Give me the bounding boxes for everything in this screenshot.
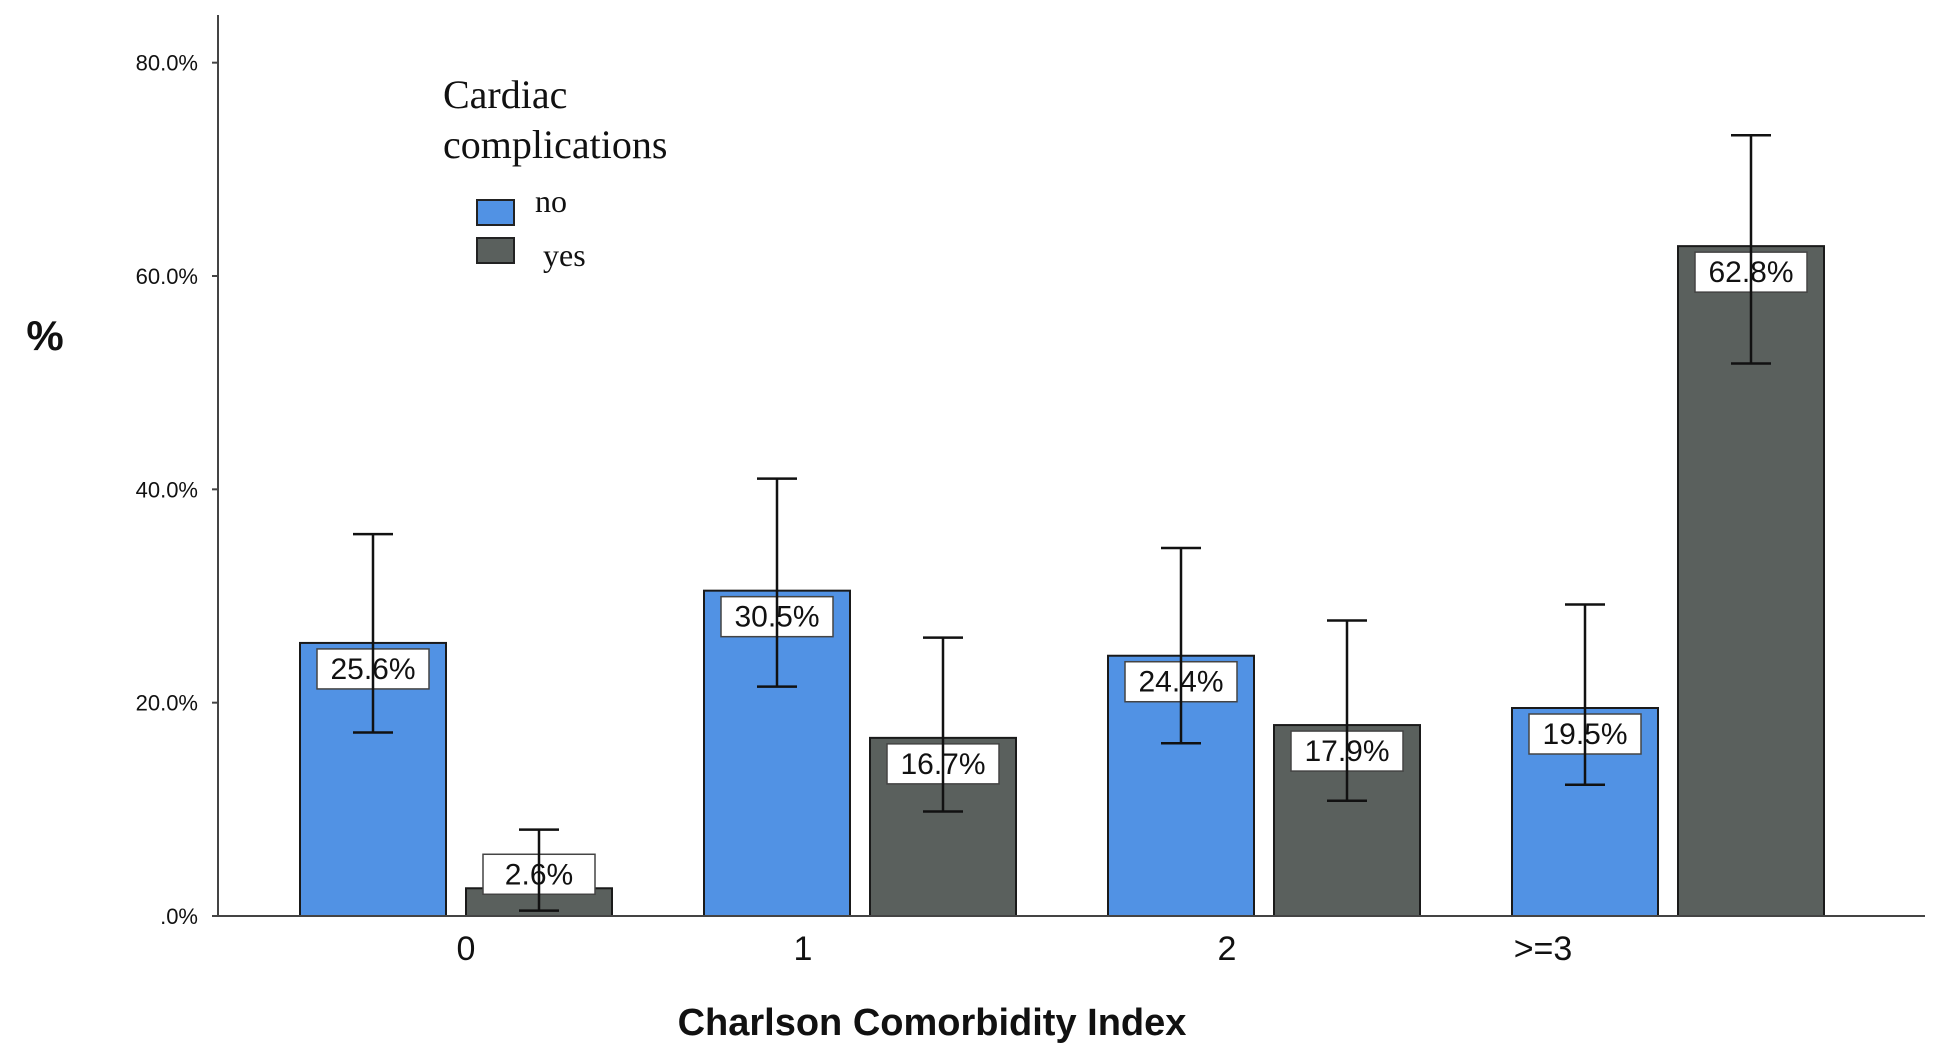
legend: Cardiac complications no yes xyxy=(443,72,667,273)
bars xyxy=(299,245,1825,918)
y-axis-title: % xyxy=(26,312,63,359)
y-tick-label: 20.0% xyxy=(136,691,198,716)
y-tick-label: 40.0% xyxy=(136,477,198,502)
x-axis-title: Charlson Comorbidity Index xyxy=(678,1002,1187,1044)
legend-label-yes: yes xyxy=(543,237,586,273)
legend-swatch-no xyxy=(476,199,515,226)
legend-swatch-yes xyxy=(476,237,515,264)
legend-title-line2: complications xyxy=(443,122,667,167)
y-tick-label: 80.0% xyxy=(136,51,198,76)
legend-title-line1: Cardiac xyxy=(443,72,567,117)
axes: .0% 20.0% 40.0% 60.0% 80.0% 0 1 2 >=3 xyxy=(136,15,1925,968)
x-tick-label: 1 xyxy=(794,930,813,968)
data-labels: 25.6%30.5%24.4%19.5%2.6%16.7% 17.9%62.8% xyxy=(316,133,1808,912)
y-tick-label: 60.0% xyxy=(136,264,198,289)
x-tick-label: 0 xyxy=(457,930,476,968)
x-tick-label: 2 xyxy=(1218,930,1237,968)
x-tick-label: >=3 xyxy=(1514,930,1573,968)
legend-label-no: no xyxy=(535,183,567,219)
y-tick-label: .0% xyxy=(160,904,198,929)
